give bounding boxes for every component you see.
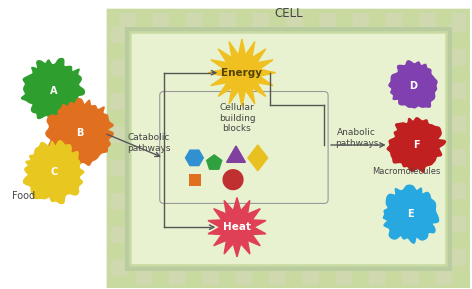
Polygon shape [389, 61, 437, 108]
Text: Catabolic
pathways: Catabolic pathways [127, 133, 170, 153]
FancyBboxPatch shape [119, 21, 458, 277]
Polygon shape [208, 39, 276, 106]
Text: C: C [50, 167, 58, 177]
Polygon shape [207, 155, 222, 169]
Text: Energy: Energy [221, 68, 262, 78]
Polygon shape [227, 146, 245, 162]
Polygon shape [387, 118, 446, 172]
Text: Anabolic
pathways: Anabolic pathways [335, 128, 379, 148]
Text: Macromolecules: Macromolecules [372, 167, 440, 176]
Text: A: A [50, 86, 58, 96]
Polygon shape [383, 185, 438, 243]
Polygon shape [185, 150, 203, 166]
Text: Heat: Heat [223, 222, 251, 232]
Text: CELL: CELL [274, 7, 303, 20]
Text: Food: Food [12, 192, 35, 201]
Circle shape [223, 170, 243, 190]
Polygon shape [208, 197, 266, 257]
Text: Cellular
building
blocks: Cellular building blocks [219, 103, 255, 133]
Polygon shape [248, 145, 268, 171]
Bar [189, 174, 202, 186]
Polygon shape [24, 141, 84, 203]
Polygon shape [46, 99, 113, 166]
Text: B: B [76, 128, 83, 138]
Text: E: E [407, 209, 413, 219]
Text: D: D [409, 81, 417, 90]
Polygon shape [22, 59, 84, 123]
Text: F: F [413, 140, 420, 150]
